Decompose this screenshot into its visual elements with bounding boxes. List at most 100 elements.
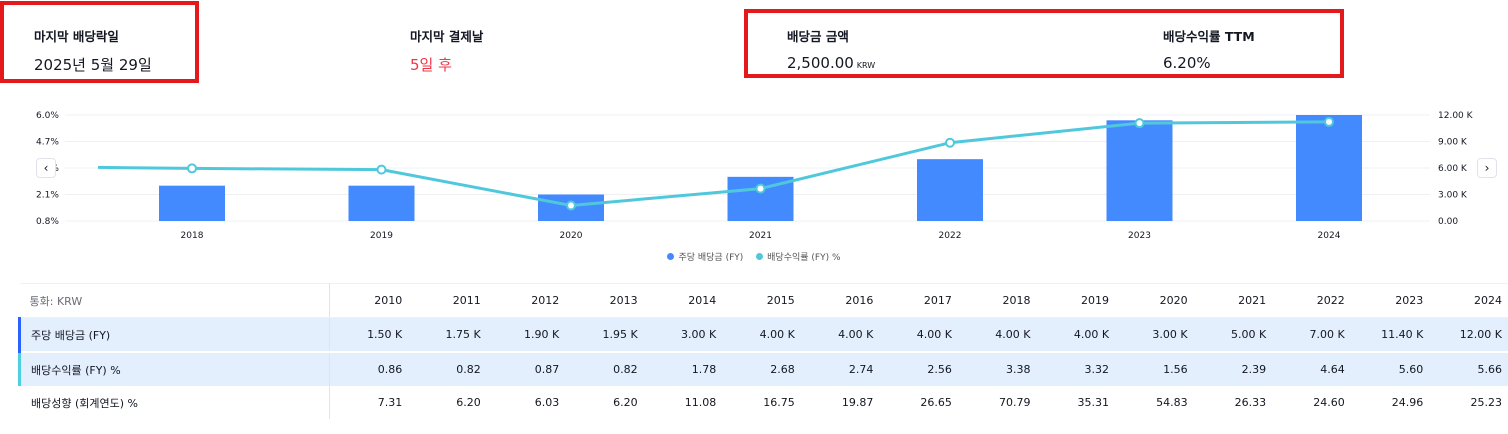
year-header: 2011 xyxy=(408,283,487,318)
table-row[interactable]: 배당성향 (회계연도) % 7.31 6.20 6.03 6.20 11.08 16.75 1… xyxy=(18,386,1508,419)
stat-label: 배당수익률 TTM xyxy=(1163,29,1255,44)
year-header: 2020 xyxy=(1115,283,1194,318)
year-header: 2024 xyxy=(1429,283,1508,318)
table-cell: 0.82 xyxy=(565,352,644,386)
chart-next-button[interactable]: › xyxy=(1477,158,1497,178)
bar[interactable] xyxy=(348,185,415,221)
table-cell: 1.75 K xyxy=(408,317,487,353)
table-cell: 3.00 K xyxy=(1115,317,1194,353)
legend-label: 주당 배당금 (FY) xyxy=(678,253,744,263)
table-cell: 7.00 K xyxy=(1272,317,1351,353)
year-header: 2014 xyxy=(643,283,723,318)
table-cell: 1.78 xyxy=(643,352,723,386)
row-label: 주당 배당금 (FY) xyxy=(18,317,330,353)
year-header: 2023 xyxy=(1350,283,1430,318)
table-cell: 5.00 K xyxy=(1193,317,1273,353)
year-header: 2012 xyxy=(486,283,566,318)
table-cell: 7.31 xyxy=(329,386,409,419)
bar[interactable] xyxy=(1296,115,1362,221)
right-tick-label: 0.00 xyxy=(1438,217,1458,227)
stat-value: 6.20% xyxy=(1163,54,1211,72)
bar[interactable] xyxy=(159,185,225,221)
amount-value: 2,500.00 xyxy=(787,54,854,72)
table-cell: 24.96 xyxy=(1350,386,1430,419)
table-cell: 54.83 xyxy=(1115,386,1194,419)
line-point[interactable] xyxy=(566,200,576,211)
stat-dividend-amount: 배당금 금액 2,500.00 KRW xyxy=(787,26,875,72)
table-cell: 2.39 xyxy=(1193,352,1273,386)
year-header: 2022 xyxy=(1272,283,1351,318)
stat-value: 5일 후 xyxy=(410,56,452,74)
chevron-left-icon: ‹ xyxy=(43,161,49,175)
line-point[interactable] xyxy=(755,183,766,194)
stat-label: 마지막 결제날 xyxy=(410,29,484,44)
year-header: 2016 xyxy=(800,283,880,318)
highlight-box-right xyxy=(744,9,1344,78)
left-tick-label: 4.7% xyxy=(36,138,59,148)
table-cell: 2.74 xyxy=(800,352,880,386)
left-tick-label: 0.8% xyxy=(36,217,59,227)
year-header: 2015 xyxy=(722,283,801,318)
row-label: 배당수익률 (FY) % xyxy=(18,352,330,386)
table-cell: 12.00 K xyxy=(1429,317,1508,353)
right-tick-label: 3.00 K xyxy=(1438,191,1468,201)
chevron-right-icon: › xyxy=(1484,161,1490,175)
legend-bar-dot xyxy=(667,253,675,260)
row-label: 배당성향 (회계연도) % xyxy=(18,386,330,419)
table-cell: 4.64 xyxy=(1272,352,1351,386)
line-point[interactable] xyxy=(187,163,197,174)
currency-label: 통화: KRW xyxy=(19,283,330,318)
table-cell: 19.87 xyxy=(800,386,880,419)
year-header: 2018 xyxy=(957,283,1037,318)
right-tick-label: 12.00 K xyxy=(1438,111,1474,121)
table-cell: 11.40 K xyxy=(1350,317,1430,353)
table-cell: 2.68 xyxy=(722,352,801,386)
bar[interactable] xyxy=(1106,120,1173,221)
line-point[interactable] xyxy=(1324,116,1334,127)
line-point[interactable] xyxy=(945,137,955,148)
legend-item-bar[interactable]: 주당 배당금 (FY) xyxy=(667,250,743,263)
left-tick-label: 2.1% xyxy=(36,191,59,201)
chart-legend: 주당 배당금 (FY) 배당수익률 (FY) % xyxy=(0,250,1508,263)
table-cell: 70.79 xyxy=(957,386,1037,419)
table-cell: 2.56 xyxy=(879,352,958,386)
table-cell: 0.86 xyxy=(329,352,409,386)
table-row[interactable]: 주당 배당금 (FY) 1.50 K 1.75 K 1.90 K 1.95 K 3.00 … xyxy=(18,317,1508,353)
line-point[interactable] xyxy=(376,164,387,175)
table-cell: 5.66 xyxy=(1429,352,1508,386)
table-cell: 26.33 xyxy=(1193,386,1273,419)
x-tick-label: 2023 xyxy=(1128,231,1151,240)
year-header: 2010 xyxy=(329,283,409,318)
table-cell: 26.65 xyxy=(879,386,958,419)
table-cell: 4.00 K xyxy=(800,317,880,353)
right-tick-label: 6.00 K xyxy=(1438,164,1468,174)
table-cell: 1.90 K xyxy=(486,317,566,353)
chart-prev-button[interactable]: ‹ xyxy=(36,158,56,178)
table-cell: 4.00 K xyxy=(879,317,958,353)
table-header-row: 통화: KRW 2010 2011 2012 2013 2014 2015 2016 2017… xyxy=(19,283,1508,318)
bar[interactable] xyxy=(917,159,983,221)
year-header: 2013 xyxy=(565,283,644,318)
year-header: 2021 xyxy=(1193,283,1273,318)
highlight-box-left xyxy=(0,1,199,83)
table-cell: 1.95 K xyxy=(565,317,644,353)
table-row[interactable]: 배당수익률 (FY) % 0.86 0.82 0.87 0.82 1.78 2.68 2.74… xyxy=(18,352,1508,386)
x-tick-label: 2020 xyxy=(560,231,583,240)
table-cell: 4.00 K xyxy=(957,317,1037,353)
table-cell: 35.31 xyxy=(1036,386,1116,419)
year-header: 2017 xyxy=(879,283,958,318)
legend-label: 배당수익률 (FY) % xyxy=(767,253,841,263)
table-cell: 5.60 xyxy=(1350,352,1430,386)
x-tick-label: 2019 xyxy=(370,231,393,240)
table-cell: 6.20 xyxy=(408,386,487,419)
table-cell: 1.56 xyxy=(1115,352,1194,386)
table-cell: 24.60 xyxy=(1272,386,1351,419)
table-cell: 3.32 xyxy=(1036,352,1116,386)
dividend-table: 통화: KRW 2010 2011 2012 2013 2014 2015 2016 2017… xyxy=(18,283,1508,419)
x-tick-label: 2021 xyxy=(749,231,772,240)
stat-label: 배당금 금액 xyxy=(787,29,849,44)
table-cell: 16.75 xyxy=(722,386,801,419)
year-header: 2019 xyxy=(1036,283,1116,318)
line-point[interactable] xyxy=(1134,118,1145,129)
legend-item-line[interactable]: 배당수익률 (FY) % xyxy=(756,250,841,263)
